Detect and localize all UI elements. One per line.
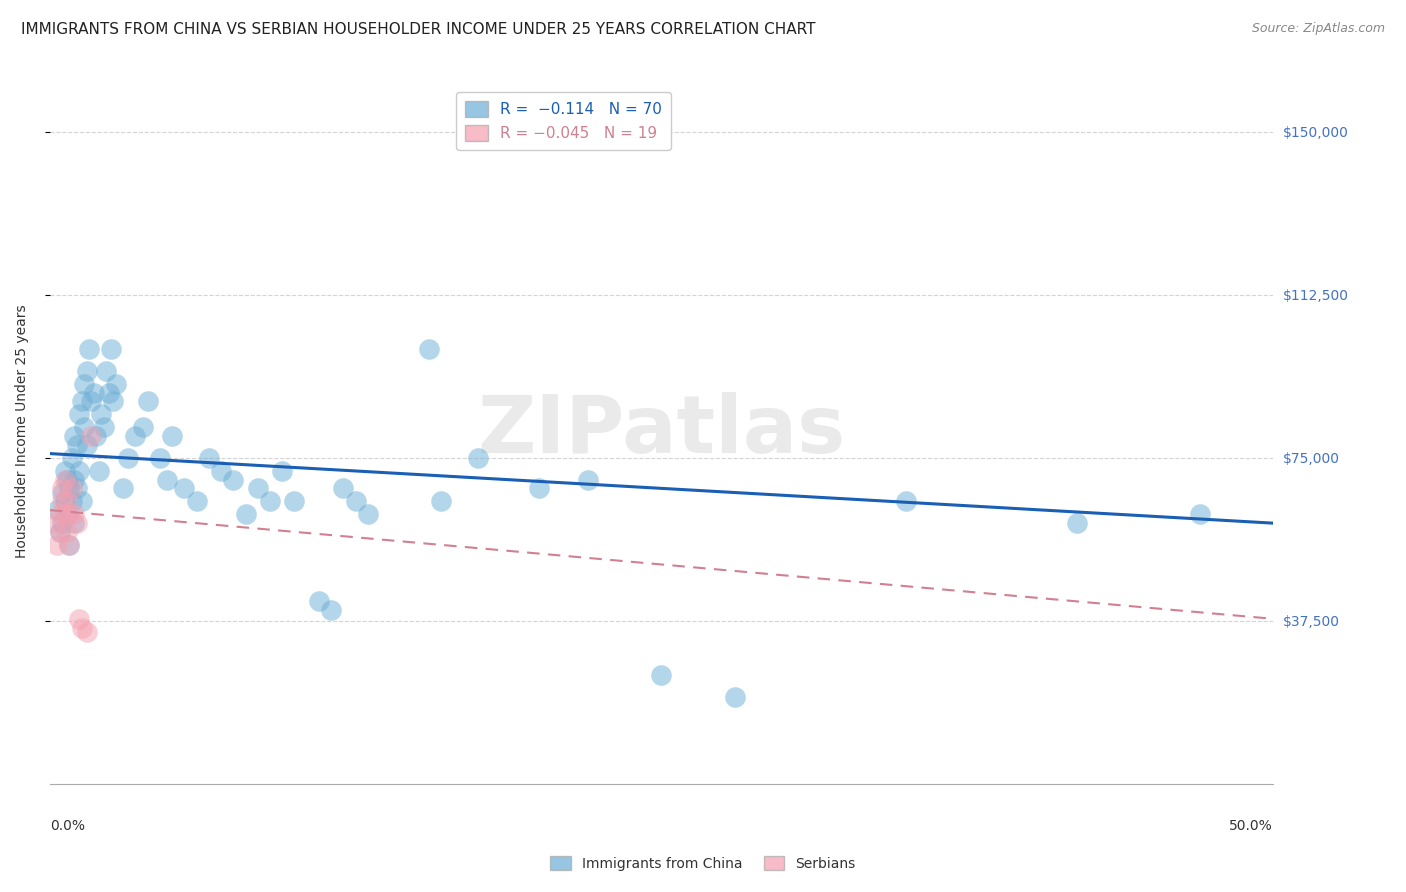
Point: [650, 668, 672, 682]
Point: [53, 473, 76, 487]
Point: [246, 481, 269, 495]
Point: [51, 485, 73, 500]
Point: [67, 408, 90, 422]
Point: [97, 385, 120, 400]
Point: [344, 494, 367, 508]
Point: [894, 494, 917, 508]
Point: [51, 481, 73, 495]
Point: [1188, 508, 1211, 522]
Legend: R =  −0.114   N = 70, R = −0.045   N = 19: R = −0.114 N = 70, R = −0.045 N = 19: [456, 92, 671, 150]
Point: [321, 603, 343, 617]
Point: [117, 450, 139, 465]
Point: [70, 494, 93, 508]
Point: [308, 594, 330, 608]
Point: [104, 376, 127, 391]
Point: [73, 376, 96, 391]
Point: [103, 394, 125, 409]
Point: [63, 508, 86, 522]
Point: [259, 494, 281, 508]
Point: [66, 516, 89, 530]
Point: [173, 481, 195, 495]
Point: [100, 342, 122, 356]
Point: [44, 516, 66, 530]
Point: [149, 450, 172, 465]
Point: [222, 473, 245, 487]
Point: [56, 508, 79, 522]
Point: [80, 394, 103, 409]
Point: [93, 420, 115, 434]
Point: [58, 538, 80, 552]
Point: [132, 420, 155, 434]
Point: [87, 464, 110, 478]
Point: [156, 473, 179, 487]
Point: [60, 481, 83, 495]
Point: [63, 429, 86, 443]
Point: [63, 473, 86, 487]
Point: [53, 464, 76, 478]
Point: [60, 494, 83, 508]
Point: [724, 690, 747, 704]
Point: [209, 464, 232, 478]
Point: [60, 450, 83, 465]
Point: [56, 494, 79, 508]
Point: [48, 524, 70, 539]
Point: [77, 342, 100, 356]
Point: [58, 538, 80, 552]
Point: [80, 429, 103, 443]
Text: IMMIGRANTS FROM CHINA VS SERBIAN HOUSEHOLDER INCOME UNDER 25 YEARS CORRELATION C: IMMIGRANTS FROM CHINA VS SERBIAN HOUSEHO…: [21, 22, 815, 37]
Point: [527, 481, 550, 495]
Point: [94, 364, 117, 378]
Point: [160, 429, 183, 443]
Point: [198, 450, 221, 465]
Point: [53, 508, 76, 522]
Point: [67, 612, 90, 626]
Point: [66, 481, 89, 495]
Point: [357, 508, 380, 522]
Point: [83, 385, 105, 400]
Point: [90, 408, 112, 422]
Point: [70, 620, 93, 634]
Point: [56, 473, 79, 487]
Point: [124, 429, 146, 443]
Point: [112, 481, 135, 495]
Point: [332, 481, 354, 495]
Point: [283, 494, 305, 508]
Point: [46, 503, 69, 517]
Text: 0.0%: 0.0%: [49, 820, 84, 833]
Point: [48, 508, 70, 522]
Point: [576, 473, 599, 487]
Point: [76, 438, 98, 452]
Point: [76, 624, 98, 639]
Point: [73, 420, 96, 434]
Point: [53, 494, 76, 508]
Point: [70, 394, 93, 409]
Point: [66, 438, 89, 452]
Point: [76, 364, 98, 378]
Text: ZIPatlas: ZIPatlas: [478, 392, 845, 470]
Point: [51, 494, 73, 508]
Legend: Immigrants from China, Serbians: Immigrants from China, Serbians: [544, 850, 862, 876]
Point: [186, 494, 208, 508]
Point: [271, 464, 294, 478]
Point: [58, 508, 80, 522]
Point: [1066, 516, 1088, 530]
Point: [51, 516, 73, 530]
Text: Source: ZipAtlas.com: Source: ZipAtlas.com: [1251, 22, 1385, 36]
Point: [46, 538, 69, 552]
Text: 50.0%: 50.0%: [1229, 820, 1272, 833]
Point: [418, 342, 440, 356]
Y-axis label: Householder Income Under 25 years: Householder Income Under 25 years: [15, 304, 30, 558]
Point: [430, 494, 453, 508]
Point: [235, 508, 257, 522]
Point: [48, 524, 70, 539]
Point: [136, 394, 159, 409]
Point: [86, 429, 108, 443]
Point: [58, 481, 80, 495]
Point: [63, 516, 86, 530]
Point: [56, 524, 79, 539]
Point: [467, 450, 489, 465]
Point: [67, 464, 90, 478]
